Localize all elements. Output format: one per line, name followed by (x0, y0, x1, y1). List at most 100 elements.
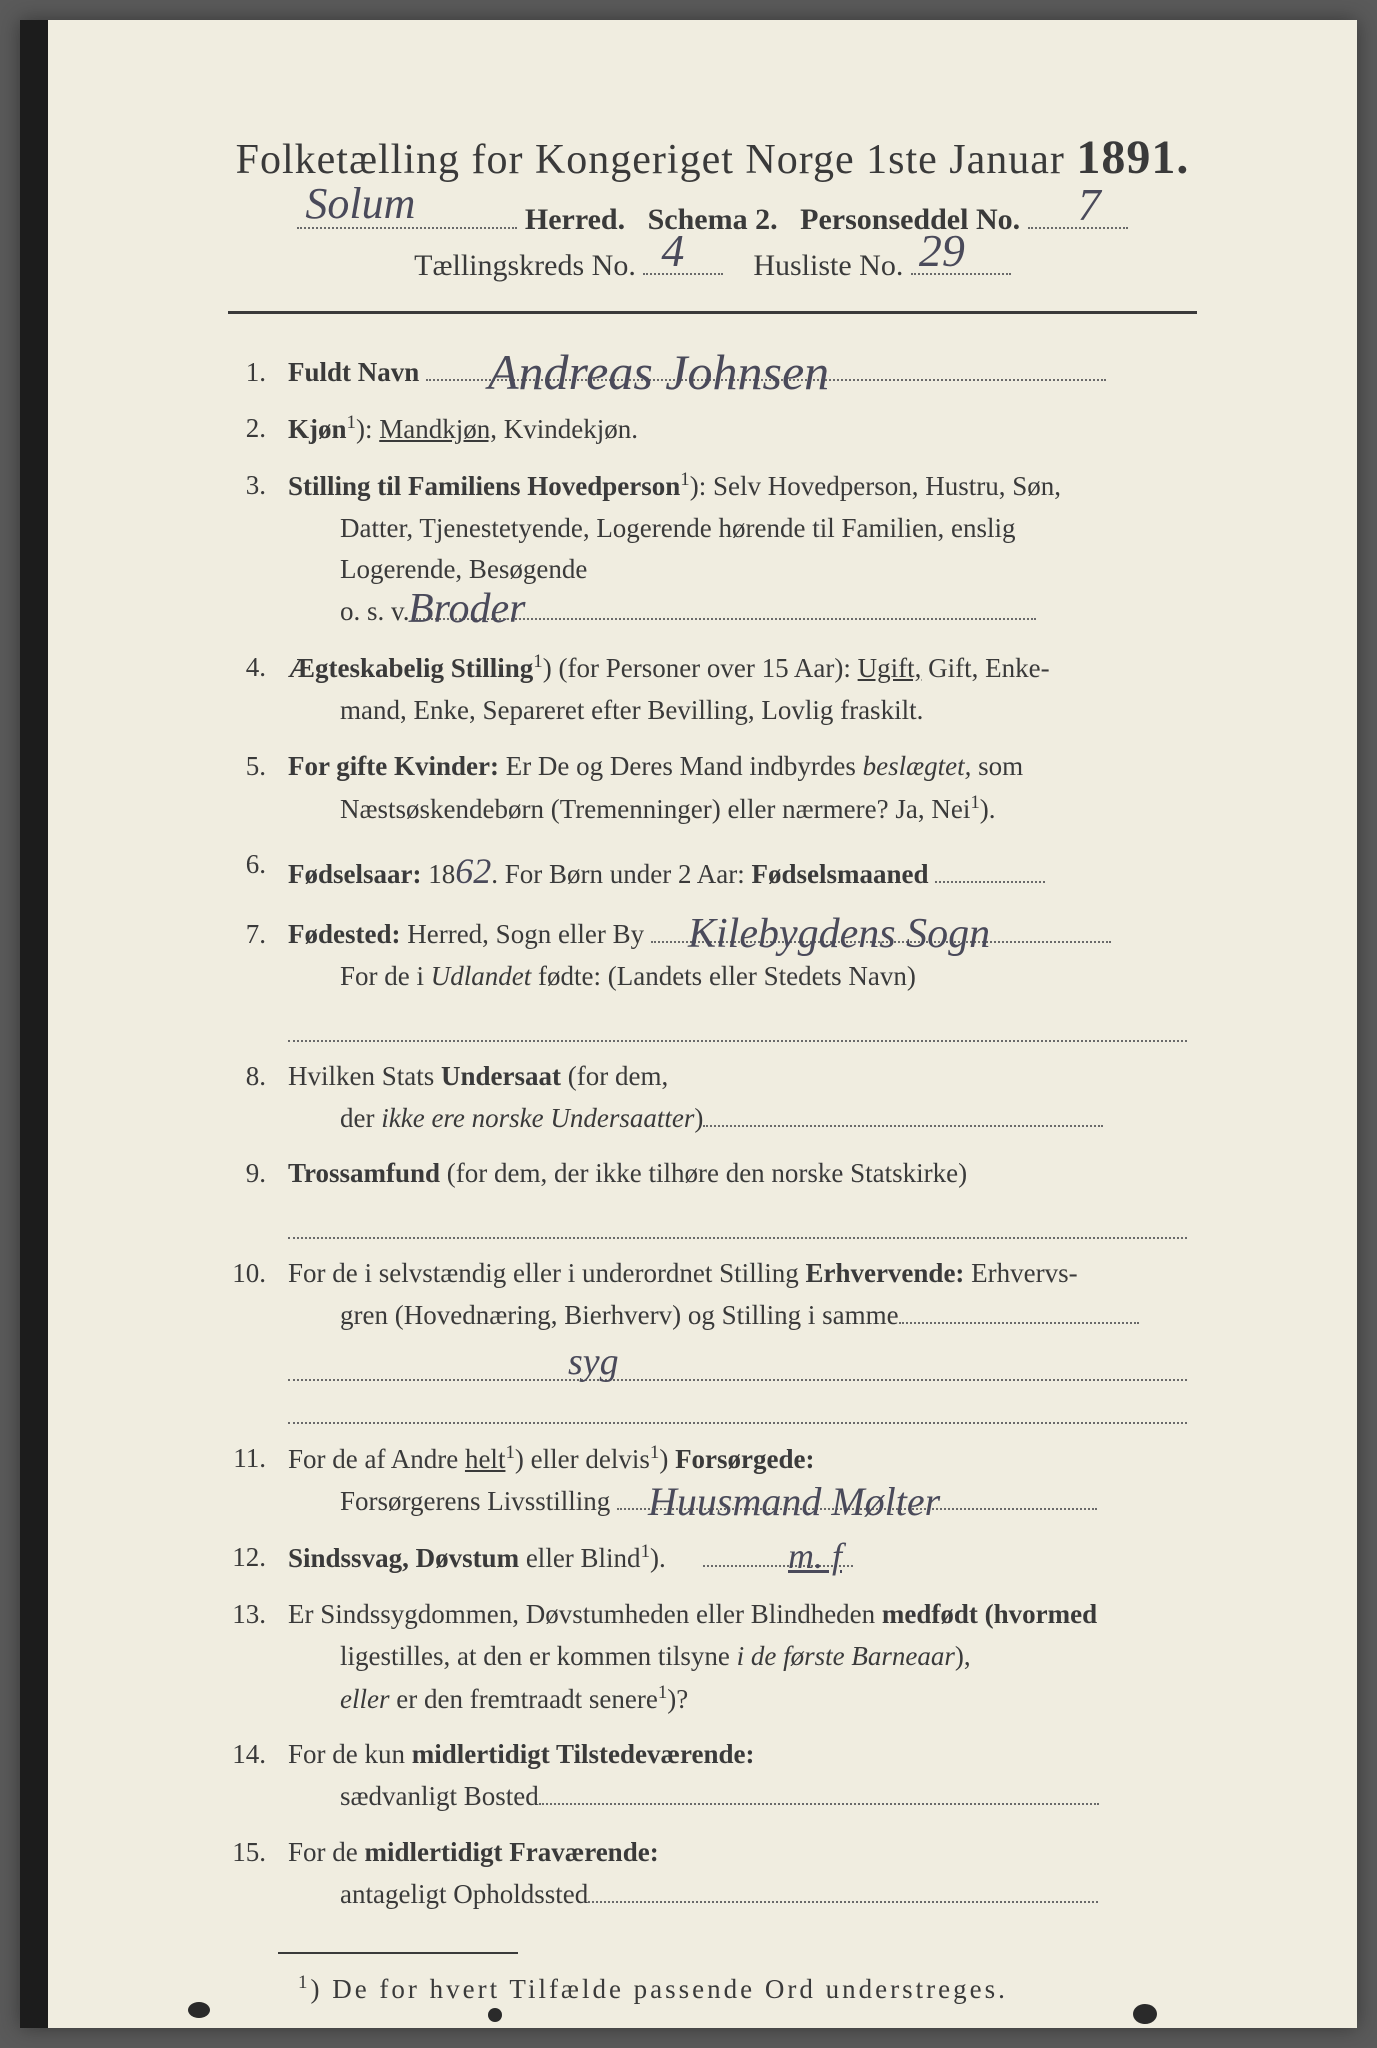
q3-osv-wrap: o. s. v. Broder (288, 591, 1036, 633)
q10-line2: gren (Hovednæring, Bierhverv) og Stillin… (288, 1295, 899, 1337)
footnote-text: ) De for hvert Tilfælde passende Ord und… (310, 1974, 1007, 2004)
q6-content: Fødselsaar: 1862. For Børn under 2 Aar: … (288, 844, 1187, 900)
q4-label: Ægteskabelig Stilling (288, 653, 533, 683)
q13-end: )? (667, 1684, 688, 1714)
q3-line1: Selv Hovedperson, Hustru, Søn, (706, 471, 1061, 501)
q15-line2: antageligt Opholdssted (288, 1874, 588, 1916)
q6-num: 6. (218, 844, 288, 900)
subheader-line1: Solum Herred. Schema 2. Personseddel No.… (208, 203, 1217, 237)
personseddel-label: Personseddel No. (800, 203, 1020, 236)
q11-line2: Forsørgerens Livsstilling (340, 1486, 610, 1516)
q13-line3: er den fremtraadt senere (389, 1684, 657, 1714)
kreds-field: 4 (643, 273, 723, 275)
q13-line2b: ), (955, 1641, 971, 1671)
herred-handwritten: Solum (305, 178, 415, 229)
q9-label: Trossamfund (288, 1158, 440, 1188)
kreds-hw: 4 (661, 224, 684, 277)
q9-text: (for dem, der ikke tilhøre den norske St… (440, 1158, 967, 1188)
q4-label-b: ) (for Personer over 15 Aar): (543, 653, 851, 683)
title-text: Folketælling for Kongeriget Norge 1ste J… (236, 137, 1065, 183)
q15-label: midlertidigt Fraværende: (365, 1837, 659, 1867)
husliste-label: Husliste No. (753, 249, 903, 282)
question-9: 9. Trossamfund (for dem, der ikke tilhør… (218, 1153, 1187, 1239)
q6-field (935, 856, 1045, 883)
q6-text2: . For Børn under 2 Aar: (491, 859, 751, 889)
q13-content: Er Sindssygdommen, Døvstumheden eller Bl… (288, 1594, 1187, 1721)
q8-label: Undersaat (441, 1061, 561, 1091)
personseddel-field: 7 (1028, 227, 1128, 229)
q1-label: Fuldt Navn (288, 357, 419, 387)
q14-field (539, 1778, 1099, 1805)
q7-hw: Kilebygdens Sogn (688, 902, 990, 967)
q4-num: 4. (218, 647, 288, 732)
husliste-hw: 29 (919, 224, 965, 277)
q2-num: 2. (218, 408, 288, 451)
question-11: 11. For de af Andre helt1) eller delvis1… (218, 1438, 1187, 1523)
q9-num: 9. (218, 1153, 288, 1239)
q14-content: For de kun midlertidigt Tilstedeværende:… (288, 1734, 1187, 1818)
header-divider (228, 311, 1197, 314)
title-year: 1891. (1076, 131, 1189, 184)
q5-sup: 1 (970, 792, 979, 813)
q1-num: 1. (218, 352, 288, 394)
q11-content: For de af Andre helt1) eller delvis1) Fo… (288, 1438, 1187, 1523)
q6-label2: Fødselsmaaned (751, 859, 928, 889)
subheader-line2: Tællingskreds No. 4 Husliste No. 29 (208, 249, 1217, 283)
question-6: 6. Fødselsaar: 1862. For Børn under 2 Aa… (218, 844, 1187, 900)
q11-text1: For de af Andre (288, 1444, 465, 1474)
q13-line3-italic: eller (340, 1684, 389, 1714)
q2-label-b: ): (356, 414, 373, 444)
q5-line2: Næstsøskendebørn (Tremenninger) eller næ… (340, 794, 970, 824)
q8-line2-wrap: der ikke ere norske Undersaatter) (288, 1098, 703, 1140)
q3-content: Stilling til Familiens Hovedperson1): Se… (288, 465, 1187, 633)
q2-sup: 1 (347, 412, 356, 433)
footnote-rule (278, 1952, 518, 1954)
q3-osv: o. s. v. (340, 596, 410, 626)
q14-num: 14. (218, 1734, 288, 1818)
q3-label: Stilling til Familiens Hovedperson (288, 471, 680, 501)
q13-text1: Er Sindssygdommen, Døvstumheden eller Bl… (288, 1599, 882, 1629)
q11-hw: Huusmand Mølter (648, 1471, 940, 1533)
q5-text2: som (971, 751, 1023, 781)
q10-hw: syg (568, 1333, 619, 1392)
q5-label: For gifte Kvinder: (288, 751, 499, 781)
q2-label: Kjøn (288, 414, 347, 444)
form-body: 1. Fuldt Navn Andreas Johnsen 2. Kjøn1):… (208, 352, 1217, 1916)
herred-label: Herred. (525, 203, 625, 236)
q13-line3-wrap: eller er den fremtraadt senere1)? (288, 1678, 688, 1721)
q8-text1: Hvilken Stats (288, 1061, 441, 1091)
q6-label: Fødselsaar: (288, 859, 421, 889)
q15-num: 15. (218, 1832, 288, 1916)
q7-line2-italic: Udlandet (431, 961, 532, 991)
q2-opt1: Mandkjøn, (379, 414, 497, 444)
q6-hw-year: 62 (455, 851, 491, 891)
q5-text1: Er De og Deres Mand indbyrdes (499, 751, 863, 781)
q10-num: 10. (218, 1253, 288, 1424)
q12-text: eller Blind (519, 1543, 640, 1573)
question-10: 10. For de i selvstændig eller i underor… (218, 1253, 1187, 1424)
q7-content: Fødested: Herred, Sogn eller By Kilebygd… (288, 914, 1187, 1041)
q14-label: midlertidigt Tilstedeværende: (412, 1739, 755, 1769)
q13-num: 13. (218, 1594, 288, 1721)
q4-sup: 1 (533, 651, 542, 672)
question-1: 1. Fuldt Navn Andreas Johnsen (218, 352, 1187, 394)
q5-italic1: beslægtet, (863, 751, 972, 781)
q7-line1-wrap: Fødested: Herred, Sogn eller By Kilebygd… (288, 914, 1187, 956)
q4-rest: Gift, Enke- (921, 653, 1049, 683)
q6-prefix: 18 (421, 859, 455, 889)
personseddel-hw: 7 (1078, 178, 1101, 231)
q11-num: 11. (218, 1438, 288, 1523)
q12-end: ). (650, 1543, 666, 1573)
q13-b1: medfødt (hvormed (882, 1599, 1097, 1629)
q11-sup1: 1 (505, 1442, 514, 1463)
q2-opt2: Kvindekjøn. (504, 414, 638, 444)
q11-text2: ) eller (515, 1444, 585, 1474)
question-13: 13. Er Sindssygdommen, Døvstumheden elle… (218, 1594, 1187, 1721)
q8-line2-italic: ikke ere norske Undersaatter (381, 1103, 694, 1133)
herred-field: Solum (297, 227, 517, 229)
q7-num: 7. (218, 914, 288, 1041)
q12-label: Sindssvag, Døvstum (288, 1543, 519, 1573)
census-form-page: Folketælling for Kongeriget Norge 1ste J… (20, 20, 1357, 2028)
paper-spot (1133, 2004, 1157, 2024)
q14-line2: sædvanligt Bosted (288, 1776, 539, 1818)
